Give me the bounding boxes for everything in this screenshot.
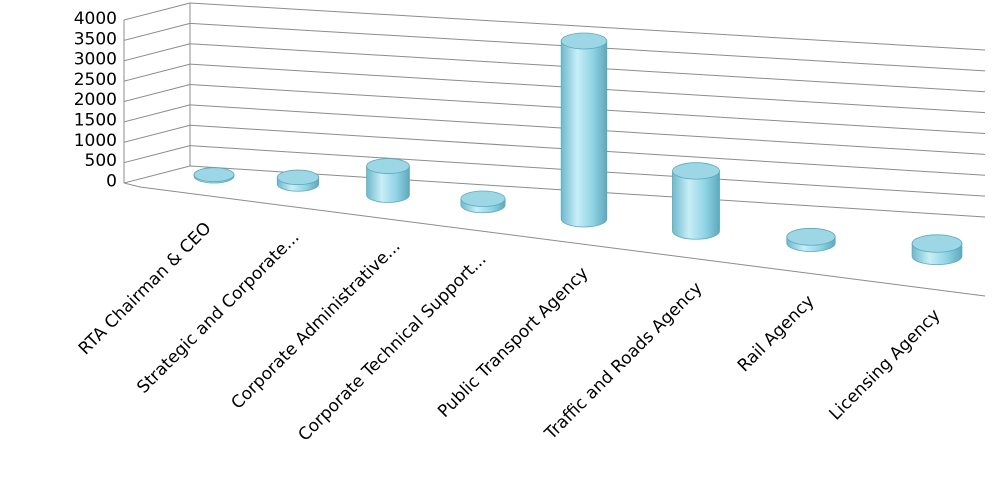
bar-body — [560, 40, 608, 228]
y-tick-label: 3500 — [74, 29, 117, 49]
y-tick-label: 1500 — [74, 111, 117, 131]
bar-top — [911, 234, 963, 253]
bar — [786, 227, 836, 252]
bar — [193, 167, 235, 184]
y-tick-label: 3000 — [74, 50, 117, 70]
bar — [672, 162, 720, 240]
floor-side-edge — [123, 182, 141, 188]
x-tick-label: Licensing Agency — [825, 305, 944, 424]
bar — [276, 169, 320, 192]
bar-body — [672, 170, 720, 240]
grid-line — [123, 84, 191, 102]
bar — [366, 158, 410, 203]
y-tick-label: 0 — [106, 171, 117, 191]
bar-top — [193, 167, 235, 183]
bar — [460, 190, 506, 214]
grid-line — [123, 104, 191, 123]
grid-line — [123, 22, 191, 41]
x-tick-label: Rail Agency — [734, 291, 819, 376]
grid-line — [123, 145, 191, 164]
bar-top — [560, 32, 608, 50]
y-tick-label: 2000 — [74, 90, 117, 110]
grid-line — [123, 165, 191, 184]
grid-line — [123, 43, 191, 62]
grid-line — [123, 124, 191, 143]
x-tick-label: Corporate Technical Support... — [294, 249, 490, 445]
grid-line — [123, 2, 191, 21]
y-tick-label: 2500 — [74, 70, 117, 90]
bar — [911, 234, 963, 266]
bar-top — [276, 169, 320, 185]
grid-lines — [123, 2, 986, 297]
bar-top — [672, 162, 720, 180]
bar-top — [460, 190, 506, 207]
grid-line — [123, 63, 191, 82]
y-tick-label: 500 — [85, 151, 117, 171]
bar-top — [786, 227, 836, 246]
bar-series — [193, 32, 963, 266]
floor-front-edge — [139, 186, 986, 297]
bar-body — [366, 165, 410, 203]
bar — [560, 32, 608, 228]
grid-line — [189, 2, 986, 51]
y-tick-label: 4000 — [74, 9, 117, 29]
bar-top — [366, 158, 410, 174]
y-tick-label: 1000 — [74, 131, 117, 151]
